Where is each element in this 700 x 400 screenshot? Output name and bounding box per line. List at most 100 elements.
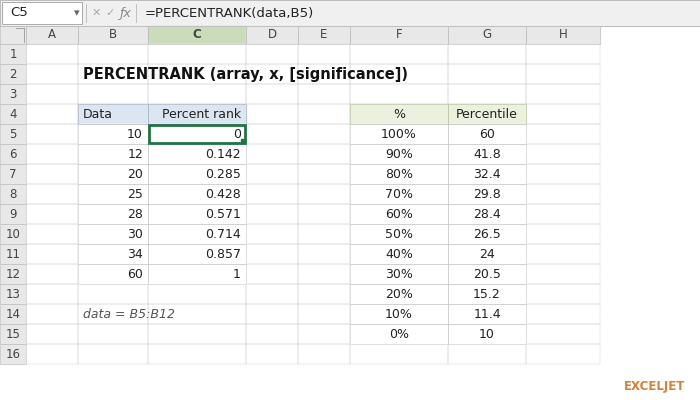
Bar	[26, 84, 78, 104]
Bar	[78, 224, 148, 244]
Bar	[526, 104, 600, 124]
Bar	[350, 244, 448, 264]
Bar	[448, 144, 526, 164]
Bar	[26, 124, 78, 144]
Text: =PERCENTRANK(data,B5): =PERCENTRANK(data,B5)	[145, 6, 314, 20]
Bar	[448, 244, 526, 264]
Bar	[350, 64, 448, 84]
Bar	[148, 124, 246, 144]
Bar	[350, 104, 448, 124]
Bar	[350, 84, 448, 104]
Text: 25: 25	[127, 188, 143, 200]
Bar	[246, 204, 298, 224]
Text: 80%: 80%	[385, 168, 413, 180]
Text: 15.2: 15.2	[473, 288, 501, 300]
Bar	[148, 244, 246, 264]
Bar	[526, 144, 600, 164]
Bar	[298, 264, 350, 284]
Bar	[148, 304, 246, 324]
Bar	[526, 184, 600, 204]
Bar	[78, 184, 148, 204]
Bar	[78, 124, 148, 144]
Bar	[448, 284, 526, 304]
Text: %: %	[393, 108, 405, 120]
Bar	[26, 64, 78, 84]
Bar	[246, 124, 298, 144]
Bar	[448, 244, 526, 264]
Bar	[2, 2, 82, 24]
Bar	[350, 284, 448, 304]
Text: 2: 2	[9, 68, 17, 80]
Bar	[26, 324, 78, 344]
Bar	[448, 44, 526, 64]
Bar	[26, 26, 78, 44]
Bar	[148, 264, 246, 284]
Bar	[448, 84, 526, 104]
Text: 7: 7	[9, 168, 17, 180]
Bar	[78, 104, 148, 124]
Bar	[148, 84, 246, 104]
Bar	[448, 164, 526, 184]
Bar	[350, 144, 448, 164]
Bar	[148, 304, 246, 324]
Bar	[526, 284, 600, 304]
Bar	[0, 244, 26, 264]
Bar	[0, 104, 26, 124]
Bar	[148, 324, 246, 344]
Bar	[298, 44, 350, 64]
Bar	[148, 144, 246, 164]
Bar	[78, 264, 148, 284]
Bar	[26, 324, 78, 344]
Bar	[448, 284, 526, 304]
Bar	[78, 304, 148, 324]
Bar	[148, 284, 246, 304]
Bar	[448, 304, 526, 324]
Bar	[148, 44, 246, 64]
Bar	[78, 44, 148, 64]
Bar	[78, 304, 148, 324]
Bar	[148, 224, 246, 244]
Bar	[0, 304, 26, 324]
Bar	[350, 44, 448, 64]
Bar	[448, 164, 526, 184]
Bar	[350, 304, 448, 324]
Bar	[246, 124, 298, 144]
Bar	[0, 0, 700, 26]
Bar	[350, 64, 448, 84]
Bar	[0, 344, 26, 364]
Text: PERCENTRANK (array, x, [significance]): PERCENTRANK (array, x, [significance])	[83, 66, 408, 82]
Text: 8: 8	[9, 188, 17, 200]
Bar	[350, 204, 448, 224]
Bar	[350, 104, 448, 124]
Bar	[448, 244, 526, 264]
Bar	[0, 84, 26, 104]
Bar	[0, 224, 26, 244]
Bar	[246, 324, 298, 344]
Text: 60%: 60%	[385, 208, 413, 220]
Bar	[26, 224, 78, 244]
Bar	[148, 104, 246, 124]
Text: 28.4: 28.4	[473, 208, 501, 220]
Bar	[298, 224, 350, 244]
Bar	[26, 284, 78, 304]
Text: 12: 12	[127, 148, 143, 160]
Bar	[350, 264, 448, 284]
Bar	[448, 144, 526, 164]
Text: F: F	[395, 28, 402, 42]
Bar	[78, 344, 148, 364]
Bar	[298, 26, 350, 44]
Bar	[0, 26, 26, 44]
Bar	[526, 244, 600, 264]
Bar	[0, 44, 26, 64]
Text: 5: 5	[9, 128, 17, 140]
Text: ✕: ✕	[91, 8, 101, 18]
Bar	[246, 26, 298, 44]
Bar	[448, 204, 526, 224]
Text: 1: 1	[9, 48, 17, 60]
Bar	[148, 104, 246, 124]
Bar	[246, 224, 298, 244]
Bar	[78, 164, 148, 184]
Bar	[350, 264, 448, 284]
Bar	[246, 64, 298, 84]
Bar	[26, 164, 78, 184]
